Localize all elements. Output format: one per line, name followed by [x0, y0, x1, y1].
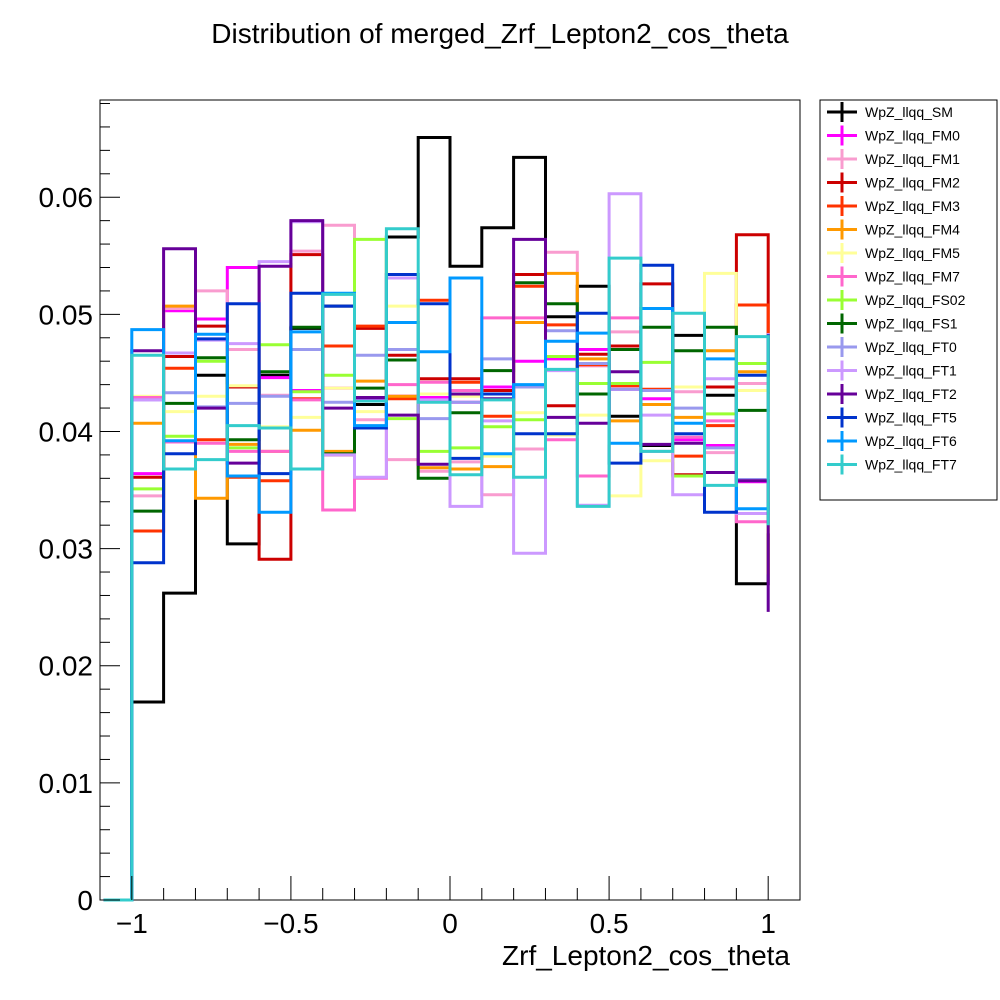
- legend-label: WpZ_llqq_FT5: [865, 410, 957, 426]
- y-tick-label: 0.02: [39, 651, 94, 682]
- series-line-WpZ_llqq_FT6: [103, 276, 770, 902]
- legend-label: WpZ_llqq_FS1: [865, 316, 958, 332]
- y-tick-label: 0.01: [39, 768, 94, 799]
- series-line-WpZ_llqq_FT2: [103, 219, 770, 902]
- series-layer: [103, 136, 770, 902]
- legend-entry-WpZ_llqq_FM1: WpZ_llqq_FM1: [827, 149, 960, 169]
- y-tick-label: 0.04: [39, 416, 94, 447]
- legend-label: WpZ_llqq_SM: [865, 104, 953, 120]
- series-line-WpZ_llqq_SM: [103, 136, 770, 902]
- x-tick-label: 1: [760, 908, 776, 939]
- legend-label: WpZ_llqq_FM4: [865, 222, 960, 238]
- legend-entry-WpZ_llqq_SM: WpZ_llqq_SM: [827, 102, 953, 122]
- legend-entry-WpZ_llqq_FT6: WpZ_llqq_FT6: [827, 431, 957, 451]
- legend-label: WpZ_llqq_FS02: [865, 292, 966, 308]
- legend-label: WpZ_llqq_FT0: [865, 339, 957, 355]
- y-tick-label: 0.03: [39, 534, 94, 565]
- y-tick-label: 0.05: [39, 299, 94, 330]
- legend-label: WpZ_llqq_FM3: [865, 198, 960, 214]
- legend-entry-WpZ_llqq_FT0: WpZ_llqq_FT0: [827, 337, 957, 357]
- series-line-WpZ_llqq_FM5: [103, 271, 770, 902]
- legend-entry-WpZ_llqq_FS02: WpZ_llqq_FS02: [827, 290, 966, 310]
- legend-label: WpZ_llqq_FT1: [865, 363, 957, 379]
- legend-entry-WpZ_llqq_FT1: WpZ_llqq_FT1: [827, 360, 957, 381]
- x-axis-label: Zrf_Lepton2_cos_theta: [502, 940, 790, 971]
- legend-items: WpZ_llqq_SM WpZ_llqq_FM0 WpZ_llqq_FM1 WpZ_l…: [827, 102, 966, 475]
- legend-entry-WpZ_llqq_FM7: WpZ_llqq_FM7: [827, 266, 960, 287]
- y-tick-label: 0.06: [39, 182, 94, 213]
- axes-layer: 0 0.01 0.02 0.03 0.04 0.05 0.06 −1 −0.5 0 0.5 1: [39, 103, 801, 939]
- x-tick-label: −1: [116, 908, 148, 939]
- legend-label: WpZ_llqq_FT7: [865, 457, 957, 473]
- legend-entry-WpZ_llqq_FM0: WpZ_llqq_FM0: [827, 125, 960, 146]
- series-line-WpZ_llqq_FM4: [103, 271, 770, 902]
- legend-label: WpZ_llqq_FM0: [865, 128, 960, 144]
- legend-label: WpZ_llqq_FT6: [865, 433, 957, 449]
- y-tick-label: 0: [77, 885, 93, 916]
- x-tick-label: −0.5: [263, 908, 318, 939]
- chart-title: Distribution of merged_Zrf_Lepton2_cos_t…: [211, 18, 789, 49]
- legend-entry-WpZ_llqq_FM5: WpZ_llqq_FM5: [827, 243, 960, 263]
- legend-entry-WpZ_llqq_FM3: WpZ_llqq_FM3: [827, 196, 960, 216]
- legend-label: WpZ_llqq_FM1: [865, 151, 960, 167]
- legend-entry-WpZ_llqq_FS1: WpZ_llqq_FS1: [827, 313, 958, 334]
- legend-entry-WpZ_llqq_FT5: WpZ_llqq_FT5: [827, 407, 957, 428]
- legend-entry-WpZ_llqq_FT7: WpZ_llqq_FT7: [827, 454, 957, 475]
- x-tick-label: 0.5: [590, 908, 629, 939]
- legend-label: WpZ_llqq_FM7: [865, 269, 960, 285]
- legend-entry-WpZ_llqq_FM4: WpZ_llqq_FM4: [827, 219, 960, 240]
- x-tick-label: 0: [442, 908, 458, 939]
- series-line-WpZ_llqq_FT5: [103, 263, 770, 902]
- legend-entry-WpZ_llqq_FT2: WpZ_llqq_FT2: [827, 384, 957, 404]
- legend-entry-WpZ_llqq_FM2: WpZ_llqq_FM2: [827, 172, 960, 193]
- legend-label: WpZ_llqq_FM5: [865, 245, 960, 261]
- series-line-WpZ_llqq_FT7: [103, 227, 770, 902]
- legend: WpZ_llqq_SM WpZ_llqq_FM0 WpZ_llqq_FM1 WpZ_l…: [819, 99, 998, 501]
- legend-label: WpZ_llqq_FT2: [865, 386, 957, 402]
- legend-label: WpZ_llqq_FM2: [865, 175, 960, 191]
